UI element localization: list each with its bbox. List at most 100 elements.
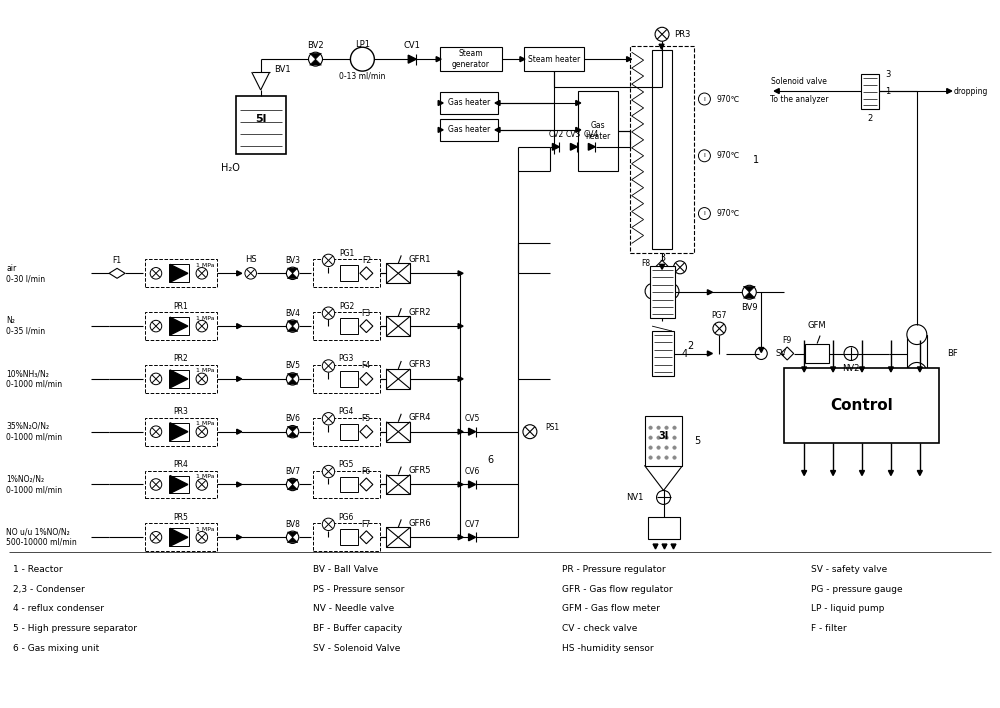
Text: GFR6: GFR6 <box>409 519 432 528</box>
Polygon shape <box>576 101 581 105</box>
Text: 0-13 ml/min: 0-13 ml/min <box>339 72 386 81</box>
Bar <box>440 92 498 114</box>
Circle shape <box>286 267 299 280</box>
Polygon shape <box>888 367 893 372</box>
Circle shape <box>755 348 767 360</box>
Text: NO u/u 1%NO/N₂
500-10000 ml/min: NO u/u 1%NO/N₂ 500-10000 ml/min <box>6 527 77 547</box>
Text: PG - pressure gauge: PG - pressure gauge <box>811 585 903 593</box>
Text: 1%NO₂/N₂
0-1000 ml/min: 1%NO₂/N₂ 0-1000 ml/min <box>6 475 62 494</box>
Circle shape <box>350 47 374 71</box>
Text: Steam
generator: Steam generator <box>452 50 490 69</box>
Text: BV7: BV7 <box>285 467 300 476</box>
Polygon shape <box>495 101 500 105</box>
Circle shape <box>665 426 668 430</box>
Circle shape <box>309 52 322 66</box>
Polygon shape <box>469 534 476 541</box>
Circle shape <box>663 283 679 299</box>
Text: H₂O: H₂O <box>221 163 240 173</box>
Text: I: I <box>703 153 705 159</box>
Circle shape <box>322 307 335 319</box>
Text: PR2: PR2 <box>174 355 188 363</box>
Circle shape <box>674 261 686 274</box>
Bar <box>340 423 358 440</box>
Bar <box>784 368 939 442</box>
Polygon shape <box>570 144 577 150</box>
Polygon shape <box>774 88 779 93</box>
Circle shape <box>150 373 162 384</box>
Circle shape <box>322 465 335 478</box>
Text: 10%NH₃/N₂
0-1000 ml/min: 10%NH₃/N₂ 0-1000 ml/min <box>6 369 62 389</box>
Bar <box>236 96 286 154</box>
Text: 4 - reflux condenser: 4 - reflux condenser <box>13 605 104 614</box>
Circle shape <box>286 372 299 385</box>
Circle shape <box>657 436 660 440</box>
Text: BV5: BV5 <box>285 362 300 370</box>
Polygon shape <box>859 471 864 476</box>
Text: CV1: CV1 <box>404 41 421 50</box>
Bar <box>313 312 380 340</box>
Text: GFR2: GFR2 <box>409 308 431 316</box>
Text: PG7: PG7 <box>712 311 727 320</box>
Text: Steam heater: Steam heater <box>528 55 580 64</box>
Circle shape <box>844 346 858 360</box>
Text: 1 MPa: 1 MPa <box>196 368 214 373</box>
Polygon shape <box>888 471 893 476</box>
Text: 4: 4 <box>681 348 688 358</box>
Bar <box>313 365 380 393</box>
Polygon shape <box>655 261 669 274</box>
Bar <box>630 46 694 253</box>
Text: air
0-30 l/min: air 0-30 l/min <box>6 263 46 283</box>
Polygon shape <box>781 347 794 360</box>
Text: LP - liquid pump: LP - liquid pump <box>811 605 885 614</box>
Polygon shape <box>588 144 595 150</box>
Text: PS1: PS1 <box>545 423 559 432</box>
Bar <box>907 335 927 372</box>
Polygon shape <box>469 481 476 488</box>
Circle shape <box>665 456 668 459</box>
Circle shape <box>713 322 726 335</box>
Text: 2,3 - Condenser: 2,3 - Condenser <box>13 585 85 593</box>
Circle shape <box>523 425 537 439</box>
Bar <box>313 471 380 498</box>
Text: PG4: PG4 <box>339 407 354 416</box>
Text: PG3: PG3 <box>339 355 354 363</box>
Circle shape <box>657 446 660 450</box>
Polygon shape <box>310 53 321 65</box>
Circle shape <box>655 28 669 41</box>
Polygon shape <box>802 367 807 372</box>
Text: BV3: BV3 <box>285 256 300 265</box>
Text: GFM: GFM <box>808 321 826 330</box>
Text: 970℃: 970℃ <box>716 152 740 160</box>
Bar <box>386 422 410 442</box>
Text: BV - Ball Valve: BV - Ball Valve <box>313 565 378 573</box>
Bar <box>313 523 380 552</box>
Circle shape <box>322 254 335 266</box>
Text: Gas heater: Gas heater <box>448 98 490 108</box>
Circle shape <box>649 426 652 430</box>
Text: I: I <box>703 96 705 101</box>
Text: F7: F7 <box>362 520 371 529</box>
Polygon shape <box>458 535 463 539</box>
Polygon shape <box>237 324 242 329</box>
Circle shape <box>286 426 299 438</box>
Text: To the analyzer: To the analyzer <box>770 94 828 103</box>
Polygon shape <box>287 321 298 331</box>
Polygon shape <box>237 271 242 276</box>
Polygon shape <box>707 290 712 295</box>
Bar <box>861 74 879 109</box>
Polygon shape <box>170 370 188 388</box>
Polygon shape <box>237 429 242 434</box>
Text: CV3: CV3 <box>566 130 581 139</box>
Text: CV7: CV7 <box>464 520 480 529</box>
Text: dropping: dropping <box>954 86 988 96</box>
Polygon shape <box>360 319 373 333</box>
Text: 1 MPa: 1 MPa <box>196 421 214 426</box>
Text: PR - Pressure regulator: PR - Pressure regulator <box>562 565 665 573</box>
Text: PR1: PR1 <box>174 302 188 311</box>
Polygon shape <box>360 426 373 438</box>
Polygon shape <box>408 55 416 63</box>
Text: 2: 2 <box>867 115 873 123</box>
Text: 5: 5 <box>694 435 701 445</box>
Polygon shape <box>360 267 373 280</box>
Polygon shape <box>458 429 463 434</box>
